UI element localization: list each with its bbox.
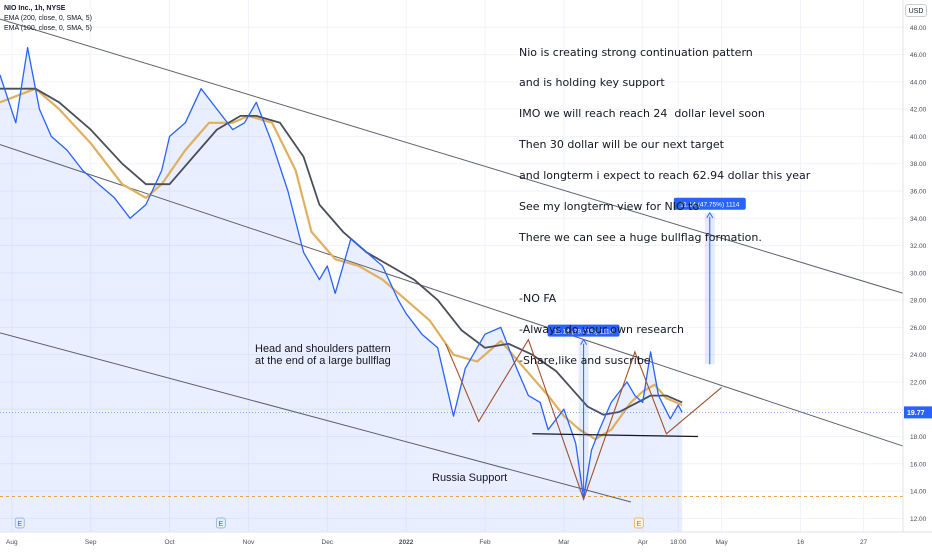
earnings-marker-label: E [218,521,223,528]
measure-label: 11.14 (47.75%) 1114 [680,201,740,208]
y-tick-label: 26.00 [910,325,927,332]
note-line: Nio is creating strong continuation patt… [519,45,753,59]
measure-label-box [547,324,620,337]
hs-label-line: at the end of a large bullflag [255,355,391,367]
legend-ema100: EMA (100, close, 0, SMA, 5) [4,25,92,32]
price-badge-box [904,406,932,419]
russia-support-label: Russia Support [432,472,507,484]
y-tick-label: 18.00 [910,434,927,441]
channel-line [0,18,904,294]
x-tick-label: 16 [797,539,805,546]
x-tick-label: Feb [479,539,491,546]
note-line: and is holding key support [519,76,665,90]
x-tick-label: Dec [322,539,334,546]
y-tick-label: 12.00 [910,516,927,523]
earnings-marker [215,517,226,529]
y-tick-label: 14.00 [910,489,927,496]
y-tick-label: 16.00 [910,461,927,468]
earnings-marker [14,517,25,529]
note-line: There we can see a huge bullflag formati… [519,230,762,244]
analysis-note: Nio is creating strong continuation patt… [519,27,810,387]
x-tick-label: Oct [164,539,174,546]
currency-button[interactable]: USD [905,4,927,17]
y-tick-label: 32.00 [910,243,927,250]
earnings-marker-label: E [636,521,641,528]
note-line: See my longterm view for NIO to [519,200,700,214]
y-tick-label: 48.00 [910,25,927,32]
price-line [0,47,683,499]
x-tick-label: 18:00 [670,539,687,546]
x-tick-label: Nov [243,539,255,546]
measure-arrow [706,211,714,219]
note-line: and longterm i expect to reach 62.94 dol… [519,169,811,183]
y-tick-label: 44.00 [910,79,927,86]
y-tick-label: 22.00 [910,379,927,386]
y-tick-label: 40.00 [910,134,927,141]
note-line: Then 30 dollar will be our next target [519,138,724,152]
y-tick-label: 28.00 [910,298,927,305]
y-tick-label: 38.00 [910,161,927,168]
ema-slow-line [0,87,683,416]
channel-line [0,332,632,503]
measure-label: 11.14 (79.31%) 1114 [554,328,614,335]
neckline [532,433,698,438]
y-tick-label: 46.00 [910,52,927,59]
legend-symbol: NIO Inc., 1h, NYSE [4,5,66,12]
hs-label-line: Head and shoulders pattern [255,343,391,355]
chart-legend: NIO Inc., 1h, NYSE EMA (200, close, 0, S… [4,4,92,34]
x-tick-label: Apr [638,539,649,546]
y-tick-label: 30.00 [910,270,927,277]
note-line: IMO we will reach reach 24 dollar level … [519,107,765,121]
note-line: -Always do your own research [519,323,685,337]
x-tick-label: 27 [860,539,868,546]
legend-ema200: EMA (200, close, 0, SMA, 5) [4,15,92,22]
x-tick-label: Sep [85,539,97,546]
y-tick-label: 34.00 [910,216,927,223]
y-tick-label: 24.00 [910,352,927,359]
x-tick-label: May [715,539,728,546]
measure-arrow [580,338,588,345]
y-tick-label: 42.00 [910,107,927,114]
x-tick-label: 2022 [399,539,414,546]
x-tick-label: Mar [558,539,570,546]
price-badge: 19.77 [907,410,925,417]
y-tick-label: 36.00 [910,188,927,195]
earnings-marker-label: E [17,521,22,528]
price-area-fill [0,47,683,532]
note-line: -NO FA [519,292,557,306]
earnings-marker [633,517,644,529]
measure-label-box [673,197,746,210]
note-line: -Share,like and suscribe [519,354,651,368]
x-tick-label: Aug [6,539,18,546]
head-shoulders-pattern [445,338,722,501]
